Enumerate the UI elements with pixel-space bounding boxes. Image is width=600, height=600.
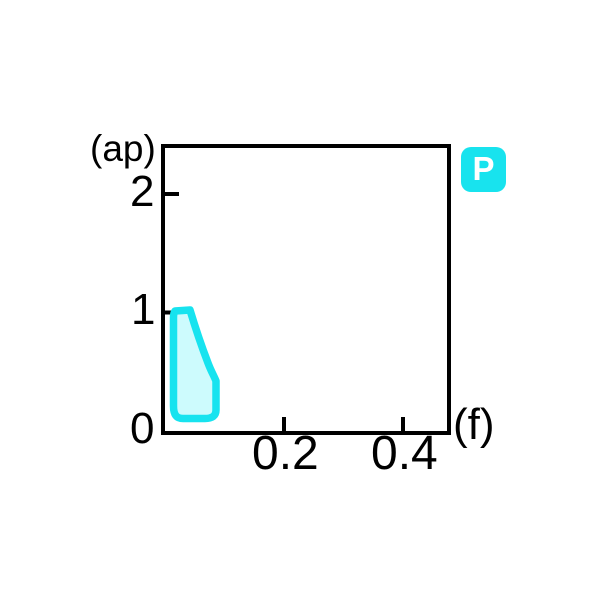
svg-text:P: P: [472, 150, 494, 187]
